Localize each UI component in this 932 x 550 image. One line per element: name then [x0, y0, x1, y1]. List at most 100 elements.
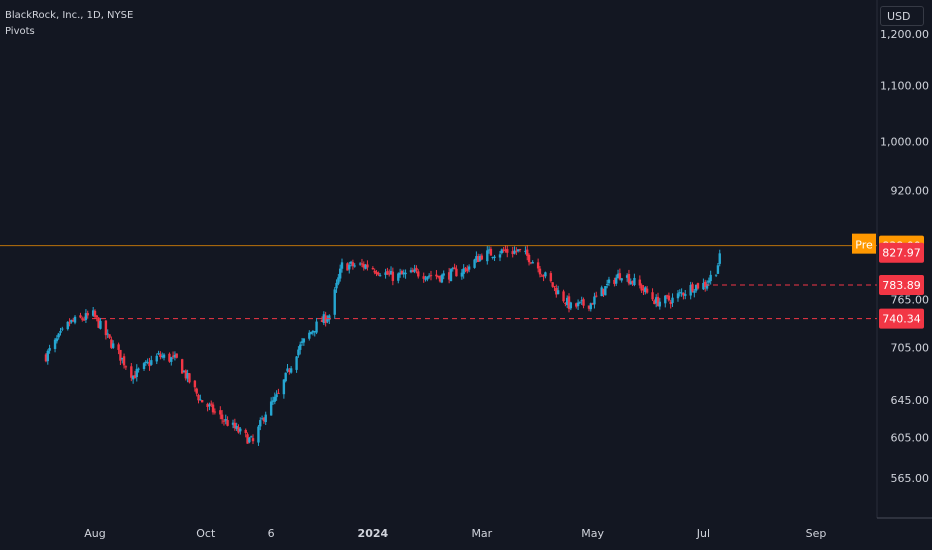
candle-body [197, 395, 200, 401]
candle-body [555, 288, 558, 295]
candle-body [654, 297, 658, 304]
candle-body [384, 272, 387, 275]
candle-body [337, 277, 340, 284]
candle-body [400, 271, 404, 275]
candle-body [200, 400, 204, 403]
candle-body [460, 272, 464, 277]
candle-body [426, 276, 429, 280]
candle-body [435, 274, 438, 277]
candle-body [527, 254, 531, 263]
candle-body [239, 428, 242, 432]
candle-body [340, 262, 344, 269]
candle-body [235, 425, 238, 429]
candle-body [188, 373, 191, 383]
candle-body [335, 282, 338, 289]
candle-body [447, 272, 451, 280]
candle-body [104, 320, 108, 336]
currency-button[interactable]: USD [880, 6, 924, 26]
y-tick-label: 705.00 [891, 342, 930, 355]
candle-body [269, 401, 273, 416]
candle-body [373, 270, 376, 273]
candle-body [620, 278, 623, 281]
candle-body [366, 264, 369, 268]
candle-body [565, 297, 569, 306]
candle-body [398, 272, 402, 275]
candle-body [48, 348, 51, 351]
candle-body [562, 291, 565, 302]
candle-body [130, 366, 133, 378]
candle-body [297, 349, 300, 356]
x-tick-label: May [581, 527, 604, 540]
candle-body [391, 271, 395, 281]
y-tick-label: 765.00 [891, 293, 930, 306]
candle-body [231, 422, 235, 425]
candle-body [349, 261, 353, 264]
candle-body [549, 273, 553, 282]
candle-body [424, 278, 427, 280]
candle-body [529, 262, 533, 264]
candle-body [55, 338, 59, 342]
candle-body [184, 370, 188, 379]
candle-body [97, 317, 100, 328]
candle-body [173, 354, 177, 358]
candle-body [489, 248, 493, 256]
candle-body [333, 289, 336, 315]
candle-body [182, 371, 186, 373]
candle-body [249, 436, 253, 438]
candle-body [286, 368, 289, 372]
candle-body [693, 291, 696, 293]
candle-body [233, 422, 237, 429]
candle-body [593, 296, 596, 305]
candle-body [480, 255, 484, 260]
candle-body [651, 292, 654, 300]
candle-body [219, 410, 222, 415]
pre-market-tag[interactable]: Pre [855, 239, 873, 252]
y-tick-label: 920.00 [891, 185, 930, 198]
candle-body [264, 414, 267, 423]
candle-body [504, 249, 507, 251]
candle-body [108, 334, 111, 338]
candle-body [696, 283, 700, 289]
x-tick-label: 6 [268, 527, 275, 540]
candle-body [346, 263, 349, 271]
price-badge-value: 827.97 [882, 247, 921, 260]
candle-body [93, 310, 97, 317]
candle-body [148, 362, 151, 367]
candle-body [627, 274, 631, 284]
candle-body [73, 316, 77, 323]
candle-body [106, 333, 109, 335]
candle-body [262, 417, 266, 422]
x-tick-label: Oct [196, 527, 216, 540]
candle-body [259, 420, 262, 427]
candle-body [442, 273, 445, 276]
candle-body [324, 315, 327, 323]
candle-body [348, 264, 351, 270]
candle-body [625, 275, 629, 278]
candle-body [308, 332, 311, 339]
x-tick-label: Aug [84, 527, 105, 540]
candle-body [378, 275, 382, 277]
y-tick-label: 645.00 [891, 394, 930, 407]
candle-body [437, 275, 440, 278]
candle-body [633, 277, 636, 286]
candle-body [302, 338, 306, 343]
candle-body [110, 339, 113, 348]
candle-body [146, 361, 149, 363]
candle-body [551, 282, 554, 287]
candle-body [422, 276, 425, 279]
candle-body [580, 300, 583, 302]
candle-body [300, 341, 304, 343]
candle-body [526, 249, 529, 256]
candle-body [638, 279, 642, 286]
x-tick-label: Jul [696, 527, 710, 540]
y-tick-label: 565.00 [891, 472, 930, 485]
candle-body [473, 259, 476, 268]
candle-body [59, 330, 62, 333]
candle-body [322, 314, 326, 324]
candles [44, 245, 721, 446]
candle-body [618, 273, 622, 280]
candle-body [260, 418, 264, 420]
candle-body [564, 302, 567, 304]
indicator-label[interactable]: Pivots [5, 26, 35, 37]
